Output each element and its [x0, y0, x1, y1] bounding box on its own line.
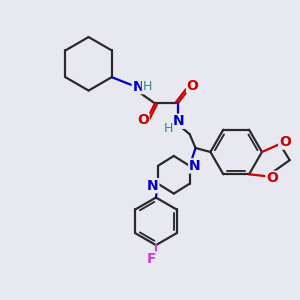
Text: O: O: [266, 171, 278, 185]
Text: O: O: [279, 135, 291, 149]
Text: N: N: [132, 80, 144, 94]
Text: N: N: [147, 179, 159, 193]
Text: O: O: [187, 79, 199, 93]
Text: H: H: [164, 122, 173, 135]
Text: N: N: [189, 159, 200, 173]
Text: F: F: [147, 252, 157, 266]
Text: H: H: [142, 80, 152, 93]
Text: O: O: [137, 113, 149, 127]
Text: N: N: [173, 114, 184, 128]
